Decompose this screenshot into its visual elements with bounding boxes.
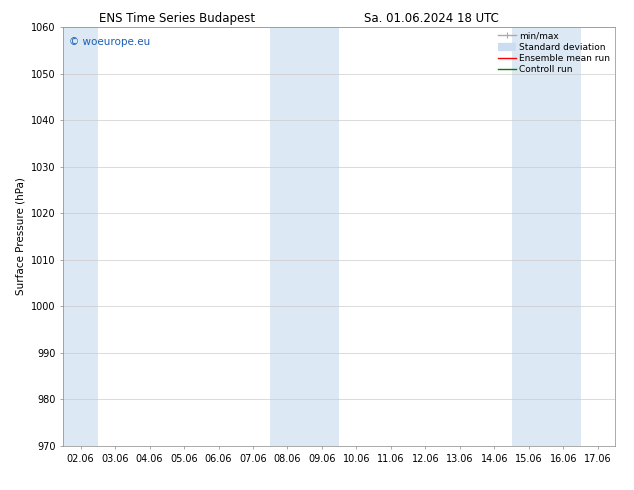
Text: © woeurope.eu: © woeurope.eu	[69, 37, 150, 48]
Text: Sa. 01.06.2024 18 UTC: Sa. 01.06.2024 18 UTC	[364, 12, 498, 25]
Bar	[512, 27, 581, 446]
Y-axis label: Surface Pressure (hPa): Surface Pressure (hPa)	[16, 177, 25, 295]
Bar	[63, 27, 98, 446]
Bar	[270, 27, 339, 446]
Text: ENS Time Series Budapest: ENS Time Series Budapest	[100, 12, 256, 25]
Legend: min/max, Standard deviation, Ensemble mean run, Controll run: min/max, Standard deviation, Ensemble me…	[496, 30, 612, 76]
